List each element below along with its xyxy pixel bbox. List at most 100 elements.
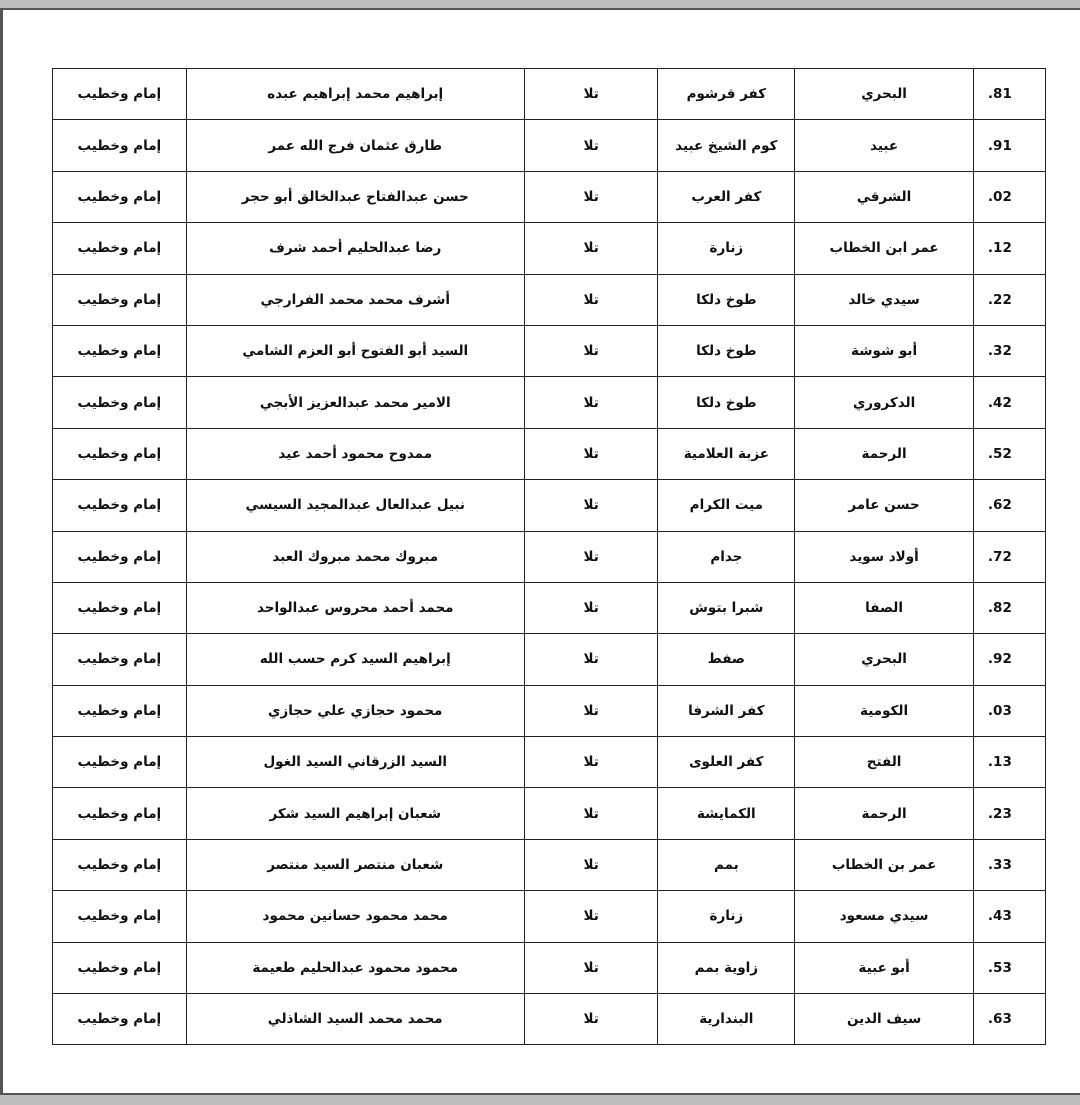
center-cell: تلا xyxy=(523,941,659,995)
number-cell: .22 xyxy=(972,273,1047,326)
village-cell: عزبة العلامية xyxy=(657,427,796,481)
table-row: إمام وخطيب محمد أحمد محروس عبدالواحد تلا شب… xyxy=(52,581,1047,635)
name-cell: طارق عثمان فرج الله عمر xyxy=(185,119,525,172)
number-cell: .82 xyxy=(972,581,1047,635)
table-row: إمام وخطيب أشرف محمد محمد الفرارجي تلا طوخ … xyxy=(52,273,1047,326)
mosque-cell: الفتح xyxy=(794,736,974,789)
name-cell: إبراهيم محمد إبراهيم عبده xyxy=(185,67,525,121)
role-cell: إمام وخطيب xyxy=(52,890,187,943)
role-cell: إمام وخطيب xyxy=(52,170,187,224)
center-cell: تلا xyxy=(523,530,659,583)
name-cell: محمد محمود حسانين محمود xyxy=(185,890,525,943)
village-cell: بمم xyxy=(657,838,796,892)
role-cell: إمام وخطيب xyxy=(52,376,187,429)
role-cell: إمام وخطيب xyxy=(52,633,187,686)
role-cell: إمام وخطيب xyxy=(52,736,187,789)
village-cell: كفر العلوى xyxy=(657,736,796,789)
mosque-cell: أبو عبية xyxy=(794,941,974,995)
village-cell: طوخ دلكا xyxy=(657,273,796,326)
village-cell: كفر الشرفا xyxy=(657,684,796,738)
center-cell: تلا xyxy=(523,838,659,892)
mosque-cell: الشرقي xyxy=(794,170,974,224)
role-cell: إمام وخطيب xyxy=(52,530,187,583)
mosque-cell: سيدي مسعود xyxy=(794,890,974,943)
role-cell: إمام وخطيب xyxy=(52,479,187,532)
number-cell: .02 xyxy=(972,170,1047,224)
name-cell: مبروك محمد مبروك العبد xyxy=(185,530,525,583)
name-cell: نبيل عبدالعال عبدالمجيد السيسي xyxy=(185,479,525,532)
role-cell: إمام وخطيب xyxy=(52,581,187,635)
mosque-cell: عمر بن الخطاب xyxy=(794,838,974,892)
mosque-cell: البحري xyxy=(794,633,974,686)
role-cell: إمام وخطيب xyxy=(52,941,187,995)
table-row: إمام وخطيب طارق عثمان فرج الله عمر تلا كوم … xyxy=(52,119,1047,172)
mosque-cell: أبو شوشة xyxy=(794,324,974,378)
mosque-cell: عبيد xyxy=(794,119,974,172)
role-cell: إمام وخطيب xyxy=(52,993,187,1046)
center-cell: تلا xyxy=(523,324,659,378)
role-cell: إمام وخطيب xyxy=(52,67,187,121)
name-cell: ممدوح محمود أحمد عيد xyxy=(185,427,525,481)
table-row: إمام وخطيب محمود حجازي علي حجازي تلا كفر ال… xyxy=(52,684,1047,738)
number-cell: .03 xyxy=(972,684,1047,738)
village-cell: طوخ دلكا xyxy=(657,324,796,378)
table-row: إمام وخطيب شعبان منتصر السيد منتصر تلا بمم ع… xyxy=(52,838,1047,892)
mosque-cell: أولاد سويد xyxy=(794,530,974,583)
number-cell: .92 xyxy=(972,633,1047,686)
role-cell: إمام وخطيب xyxy=(52,427,187,481)
table-row: إمام وخطيب إبراهيم السيد كرم حسب الله تلا ص… xyxy=(52,633,1047,686)
role-cell: إمام وخطيب xyxy=(52,119,187,172)
center-cell: تلا xyxy=(523,890,659,943)
table-row: إمام وخطيب رضا عبدالحليم أحمد شرف تلا زنارة… xyxy=(52,222,1047,275)
role-cell: إمام وخطيب xyxy=(52,222,187,275)
village-cell: البندارية xyxy=(657,993,796,1046)
table-row: إمام وخطيب محمد محمود حسانين محمود تلا زنار… xyxy=(52,890,1047,943)
village-cell: طوخ دلكا xyxy=(657,376,796,429)
number-cell: .43 xyxy=(972,890,1047,943)
table-row: إمام وخطيب ممدوح محمود أحمد عيد تلا عزبة ال… xyxy=(52,427,1047,481)
mosque-cell: الرحمة xyxy=(794,427,974,481)
number-cell: .72 xyxy=(972,530,1047,583)
mosque-cell: الصفا xyxy=(794,581,974,635)
table-row: إمام وخطيب إبراهيم محمد إبراهيم عبده تلا كف… xyxy=(52,67,1047,121)
village-cell: كفر قرشوم xyxy=(657,67,796,121)
role-cell: إمام وخطيب xyxy=(52,787,187,840)
center-cell: تلا xyxy=(523,993,659,1046)
name-cell: إبراهيم السيد كرم حسب الله xyxy=(185,633,525,686)
number-cell: .32 xyxy=(972,324,1047,378)
center-cell: تلا xyxy=(523,787,659,840)
mosque-cell: عمر ابن الخطاب xyxy=(794,222,974,275)
center-cell: تلا xyxy=(523,222,659,275)
name-cell: محمود محمود عبدالحليم طعيمة xyxy=(185,941,525,995)
mosque-cell: سيدي خالد xyxy=(794,273,974,326)
center-cell: تلا xyxy=(523,119,659,172)
role-cell: إمام وخطيب xyxy=(52,684,187,738)
table-row: إمام وخطيب محمود محمود عبدالحليم طعيمة تلا… xyxy=(52,941,1047,995)
mosque-cell: الرحمة xyxy=(794,787,974,840)
name-cell: الامير محمد عبدالعزيز الأبجي xyxy=(185,376,525,429)
number-cell: .33 xyxy=(972,838,1047,892)
number-cell: .23 xyxy=(972,787,1047,840)
center-cell: تلا xyxy=(523,67,659,121)
center-cell: تلا xyxy=(523,273,659,326)
name-cell: شعبان منتصر السيد منتصر xyxy=(185,838,525,892)
name-cell: محمد محمد السيد الشاذلي xyxy=(185,993,525,1046)
number-cell: .12 xyxy=(972,222,1047,275)
village-cell: ميت الكرام xyxy=(657,479,796,532)
center-cell: تلا xyxy=(523,479,659,532)
mosque-cell: الدكروري xyxy=(794,376,974,429)
village-cell: جدام xyxy=(657,530,796,583)
name-cell: محمد أحمد محروس عبدالواحد xyxy=(185,581,525,635)
center-cell: تلا xyxy=(523,170,659,224)
table-row: إمام وخطيب نبيل عبدالعال عبدالمجيد السيسي… xyxy=(52,479,1047,532)
imams-table: إمام وخطيب إبراهيم محمد إبراهيم عبده تلا كف… xyxy=(52,67,1047,1046)
name-cell: رضا عبدالحليم أحمد شرف xyxy=(185,222,525,275)
table-row: إمام وخطيب مبروك محمد مبروك العبد تلا جدام أ… xyxy=(52,530,1047,583)
mosque-cell: البحري xyxy=(794,67,974,121)
table-row: إمام وخطيب السيد الزرقاني السيد الغول تلا ك… xyxy=(52,736,1047,789)
village-cell: زاوية بمم xyxy=(657,941,796,995)
number-cell: .53 xyxy=(972,941,1047,995)
village-cell: الكمايشة xyxy=(657,787,796,840)
role-cell: إمام وخطيب xyxy=(52,324,187,378)
table-row: إمام وخطيب حسن عبدالفتاح عبدالخالق أبو حج… xyxy=(52,170,1047,224)
